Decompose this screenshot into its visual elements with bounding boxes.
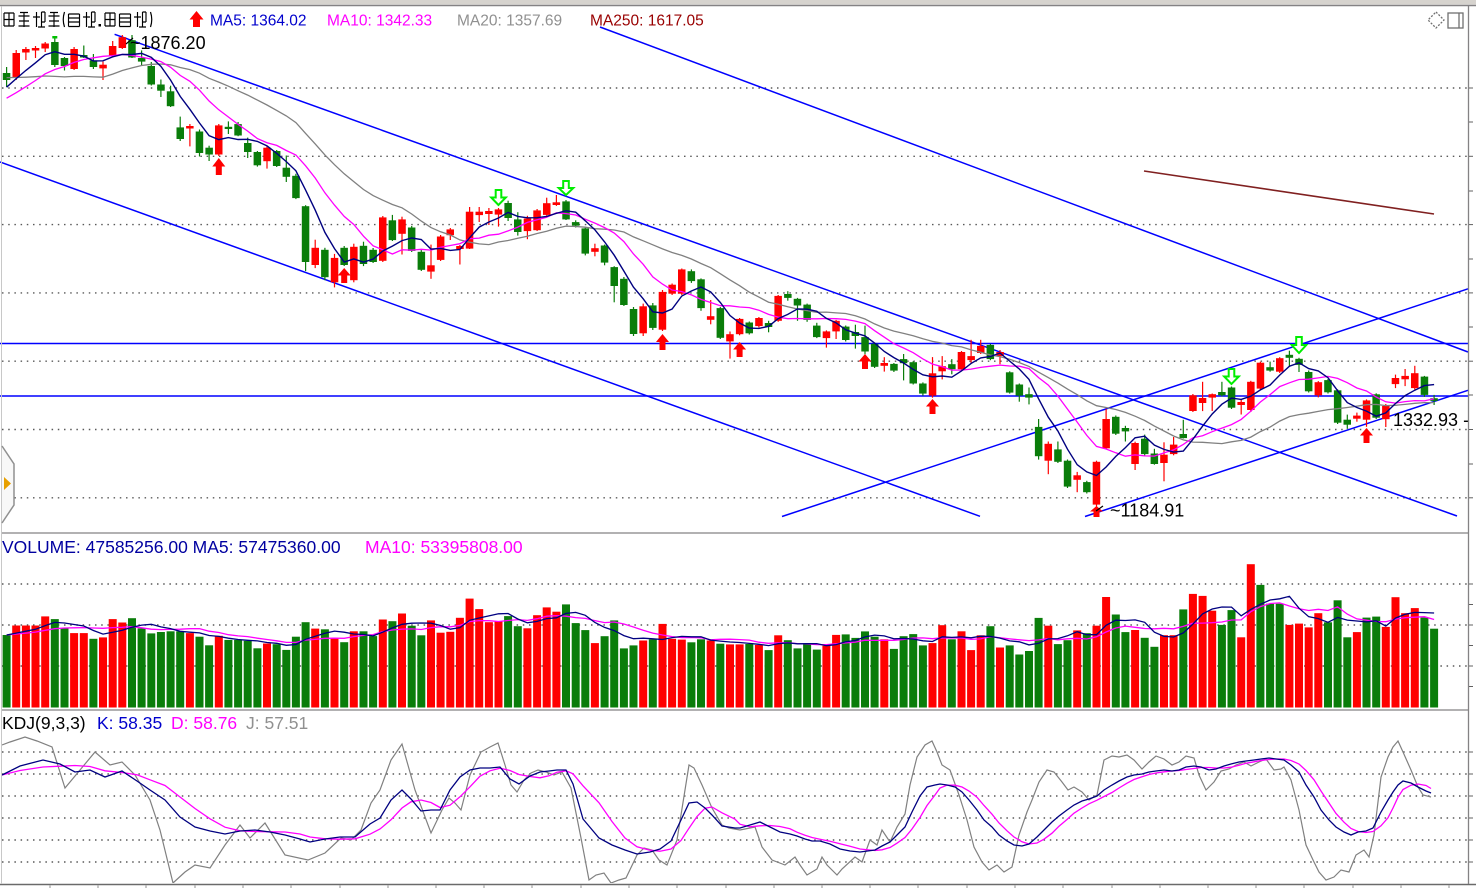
svg-text:J: 57.51: J: 57.51 [246, 713, 308, 733]
svg-text:~1184.91: ~1184.91 [1110, 501, 1184, 521]
svg-text:~1876.20: ~1876.20 [130, 33, 206, 53]
svg-text:KDJ(9,3,3): KDJ(9,3,3) [2, 713, 86, 733]
svg-text:MA20: 1357.69: MA20: 1357.69 [457, 13, 562, 30]
svg-text:MA250: 1617.05: MA250: 1617.05 [590, 13, 704, 30]
svg-text:MA5: 1364.02: MA5: 1364.02 [210, 13, 307, 30]
svg-text:MA10: 53395808.00: MA10: 53395808.00 [365, 537, 523, 557]
svg-text:K: 58.35: K: 58.35 [97, 713, 162, 733]
svg-text:MA10: 1342.33: MA10: 1342.33 [327, 13, 432, 30]
svg-text:1332.93 -: 1332.93 - [1393, 410, 1469, 430]
svg-text:VOLUME: 47585256.00 MA5: 5747: VOLUME: 47585256.00 MA5: 57475360.00 [2, 537, 341, 557]
svg-text:D: 58.76: D: 58.76 [171, 713, 237, 733]
